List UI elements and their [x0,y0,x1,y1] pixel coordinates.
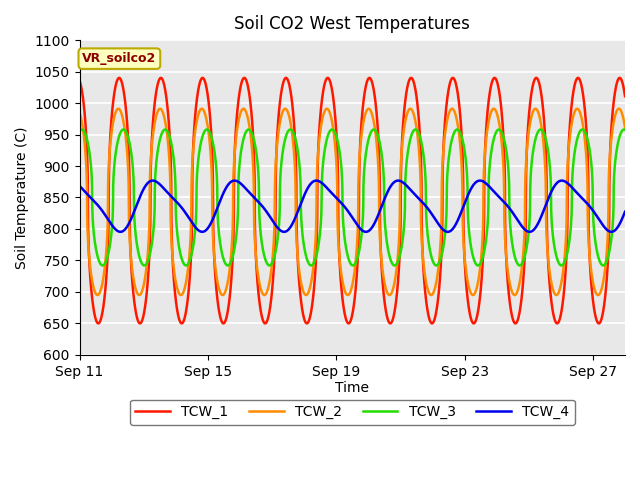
TCW_1 [616,75,623,81]
TCW_3 [537,127,545,132]
TCW_1 [285,80,292,85]
TCW_2 [621,124,629,130]
TCW_4 [76,183,83,189]
TCW_3 [76,128,83,134]
TCW_4 [621,209,629,215]
TCW_4 [170,196,178,202]
TCW_4 [607,229,615,235]
TCW_1 [308,301,316,307]
X-axis label: Time: Time [335,381,369,396]
TCW_1 [554,321,561,326]
Text: VR_soilco2: VR_soilco2 [83,52,157,65]
TCW_1 [611,93,618,99]
TCW_4 [552,181,559,187]
TCW_3 [170,160,178,166]
Line: TCW_2: TCW_2 [79,109,625,295]
TCW_3 [308,262,316,268]
TCW_4 [611,228,618,233]
TCW_2 [532,106,540,112]
TCW_3 [611,165,618,171]
Line: TCW_1: TCW_1 [79,78,625,324]
TCW_4 [312,178,320,183]
TCW_3 [552,251,559,256]
TCW_2 [138,289,145,295]
Legend: TCW_1, TCW_2, TCW_3, TCW_4: TCW_1, TCW_2, TCW_3, TCW_4 [130,399,575,425]
TCW_1 [76,78,83,84]
TCW_2 [308,272,316,278]
TCW_1 [552,319,559,324]
Y-axis label: Soil Temperature (C): Soil Temperature (C) [15,126,29,269]
TCW_3 [599,263,607,268]
Line: TCW_4: TCW_4 [79,180,625,232]
Title: Soil CO2 West Temperatures: Soil CO2 West Temperatures [234,15,470,33]
TCW_4 [138,190,145,196]
TCW_4 [308,180,316,185]
Line: TCW_3: TCW_3 [79,130,625,265]
TCW_3 [621,127,629,132]
TCW_2 [595,292,602,298]
TCW_2 [285,112,292,118]
TCW_1 [621,93,629,99]
TCW_2 [552,292,559,298]
TCW_3 [285,128,292,133]
TCW_2 [76,110,83,116]
TCW_1 [170,280,178,286]
TCW_2 [611,115,618,120]
TCW_1 [138,319,145,324]
TCW_2 [170,268,178,274]
TCW_4 [285,227,292,232]
TCW_3 [138,260,145,266]
